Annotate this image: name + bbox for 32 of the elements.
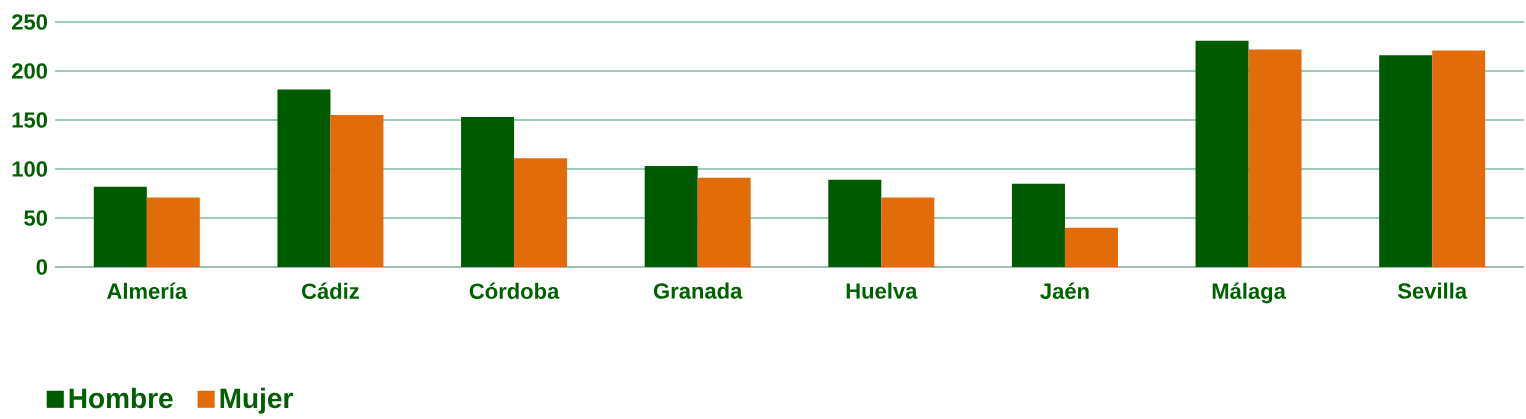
bar (644, 166, 698, 268)
bar (1064, 227, 1118, 268)
y-tick-label: 0 (36, 259, 48, 275)
x-tick-label: Córdoba (469, 282, 560, 299)
bar (697, 177, 751, 268)
legend-label: Mujer (220, 387, 293, 414)
bar (93, 186, 147, 268)
bar (1432, 50, 1486, 268)
x-tick-label: Cádiz (302, 282, 359, 299)
y-tick-label: 200 (11, 63, 48, 79)
bar (1379, 55, 1433, 268)
x-tick-label: Jaén (1040, 282, 1089, 299)
x-tick-label: Sevilla (1397, 282, 1468, 299)
bar (514, 158, 568, 268)
x-tick-label: Almería (107, 282, 188, 299)
y-tick-label: 100 (12, 161, 48, 177)
y-tick-label: 150 (12, 112, 48, 128)
bar (881, 197, 935, 268)
y-tick-label: 250 (11, 14, 48, 30)
bar (277, 89, 331, 268)
x-tick-label: Málaga (1212, 282, 1286, 304)
x-tick-label: Granada (653, 282, 743, 299)
bar (461, 117, 515, 268)
bar (1248, 49, 1302, 268)
bar (1011, 183, 1065, 268)
bar (330, 115, 384, 268)
bar (828, 179, 882, 268)
x-tick-label: Huelva (846, 282, 918, 299)
y-tick-label: 50 (24, 210, 48, 226)
bar (1195, 40, 1249, 268)
bar (146, 197, 200, 268)
legend-label: Hombre (69, 387, 173, 409)
